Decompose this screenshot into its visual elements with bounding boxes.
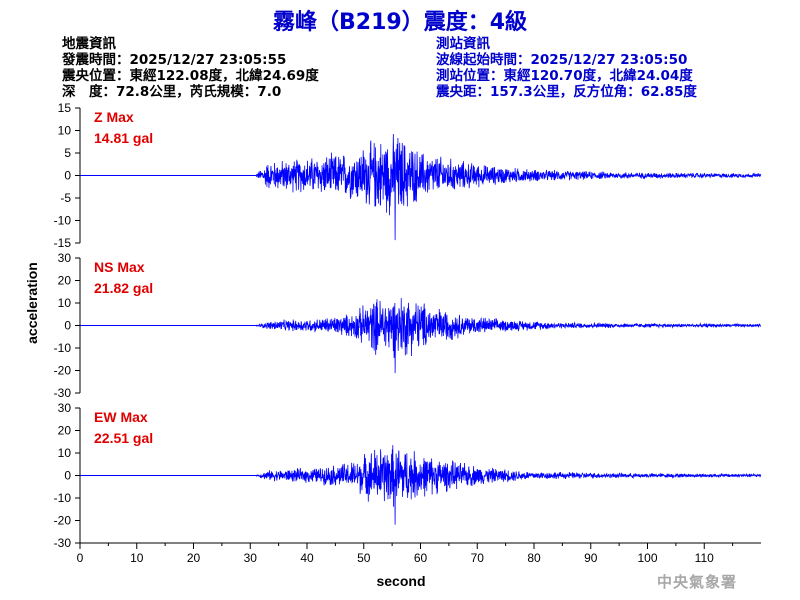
page-title: 霧峰（B219）震度：4級 (273, 10, 527, 35)
y-tick-label: 0 (64, 469, 71, 483)
panel-z: 15 10 5 0 -5 -10 -15 Z Max 14.81 gal (54, 101, 762, 250)
quake-info-heading: 地震資訊 (62, 36, 116, 52)
max-value-label: 21.82 gal (94, 280, 153, 296)
x-tick-label: 80 (527, 551, 541, 565)
agency-watermark: 中央氣象署 (657, 573, 738, 591)
y-axis-title: acceleration (24, 262, 40, 344)
epicenter-location: 震央位置：東經122.08度，北緯24.69度 (62, 68, 319, 84)
y-tick-label: -10 (54, 341, 72, 355)
x-tick-label: 20 (187, 551, 201, 565)
origin-time: 發震時間：2025/12/27 23:05:55 (62, 52, 287, 68)
x-tick-label: 40 (300, 551, 314, 565)
station-info-block: 測站資訊 波線起始時間：2025/12/27 23:05:50 測站位置：東經1… (436, 36, 697, 100)
y-tick-label: -20 (54, 364, 72, 378)
y-tick-label: -5 (60, 191, 71, 205)
y-tick-label: 10 (58, 446, 72, 460)
y-tick-label: -15 (54, 236, 72, 250)
y-tick-label: 15 (58, 101, 72, 115)
x-tick-label: 10 (130, 551, 144, 565)
panel-ew: 30 20 10 0 -10 -20 -30 EW Max 22.51 gal (54, 401, 762, 550)
y-tick-label: -10 (54, 214, 72, 228)
x-tick-label: 90 (584, 551, 598, 565)
station-location: 測站位置：東經120.70度，北緯24.04度 (436, 68, 693, 84)
y-tick-label: 20 (58, 424, 72, 438)
depth-magnitude: 深 度：72.8公里，芮氏規模：7.0 (62, 84, 282, 100)
waveform-trace-ns (255, 298, 762, 374)
x-tick-label: 70 (471, 551, 485, 565)
x-tick-label: 100 (637, 551, 657, 565)
distance-azimuth: 震央距：157.3公里，反方位角：62.85度 (436, 84, 697, 100)
y-tick-label: 30 (58, 401, 72, 415)
quake-info-block: 地震資訊 發震時間：2025/12/27 23:05:55 震央位置：東經122… (62, 36, 319, 100)
y-tick-label: 0 (64, 319, 71, 333)
max-label: EW Max (94, 409, 148, 425)
waveform-trace-ew (255, 445, 762, 525)
x-axis-title: second (376, 573, 425, 589)
max-value-label: 22.51 gal (94, 430, 153, 446)
y-tick-label: -30 (54, 536, 72, 550)
y-tick-label: 10 (58, 124, 72, 138)
y-tick-label: 20 (58, 274, 72, 288)
max-label: NS Max (94, 259, 145, 275)
x-tick-label: 60 (414, 551, 428, 565)
x-tick-label: 110 (695, 551, 714, 565)
y-tick-label: 10 (58, 296, 72, 310)
max-value-label: 14.81 gal (94, 130, 153, 146)
y-tick-label: 30 (58, 251, 72, 265)
waveform-trace-z (255, 133, 762, 241)
y-tick-label: -10 (54, 491, 72, 505)
y-tick-label: 5 (64, 146, 71, 160)
max-label: Z Max (94, 109, 134, 125)
x-tick-label: 30 (244, 551, 258, 565)
y-tick-label: 0 (64, 169, 71, 183)
panel-ns: 30 20 10 0 -10 -20 -30 NS Max 21.82 gal (54, 251, 762, 400)
x-axis: 0 10 20 30 40 50 60 70 80 90 100 110 (77, 542, 761, 565)
y-tick-label: -30 (54, 386, 72, 400)
x-tick-label: 50 (357, 551, 371, 565)
y-tick-label: -20 (54, 514, 72, 528)
x-tick-label: 0 (77, 551, 84, 565)
wave-start-time: 波線起始時間：2025/12/27 23:05:50 (436, 52, 688, 68)
station-info-heading: 測站資訊 (436, 36, 490, 52)
chart-panels: 15 10 5 0 -5 -10 -15 Z Max 14.81 gal 30 20 10 0 -10 -2… (54, 101, 762, 550)
